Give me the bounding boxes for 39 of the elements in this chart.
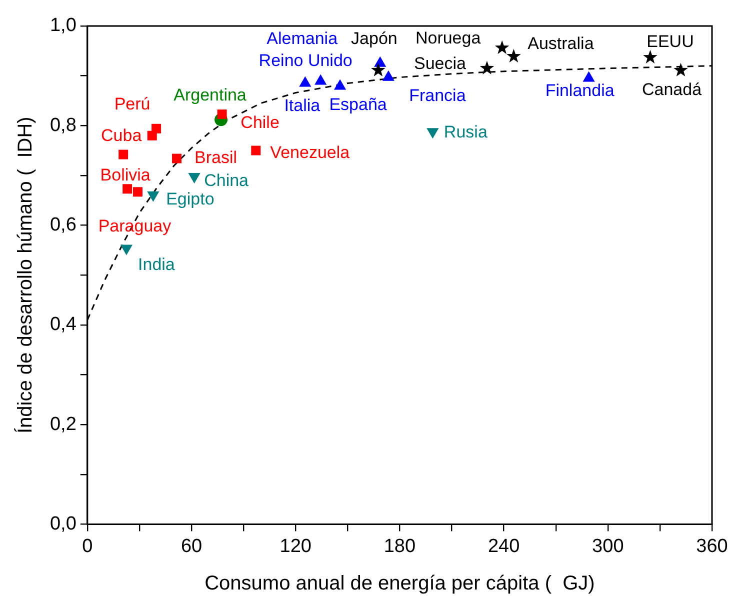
y-tick-label: 0,8 — [50, 114, 76, 136]
y-tick-label: 0,0 — [50, 513, 76, 534]
annotation: Finlandia — [545, 81, 615, 100]
annotation: Noruega — [415, 28, 482, 48]
annotation: Reino Unido — [258, 50, 352, 70]
x-axis-title: Consumo anual de energía per cápita ( GJ) — [204, 572, 595, 595]
annotation: Italia — [284, 96, 321, 115]
y-tick-label: 0,4 — [50, 314, 77, 336]
y-tick-label: 1,0 — [50, 15, 76, 36]
annotation: Chile — [240, 112, 280, 132]
annotation: Brasil — [194, 148, 238, 168]
x-tick-label: 360 — [696, 536, 728, 557]
annotation: Perú — [114, 94, 150, 114]
x-tick-label: 180 — [384, 536, 416, 557]
y-axis-title: Índice de desarrollo húmano ( IDH) — [14, 116, 37, 434]
annotation: India — [138, 254, 176, 274]
x-tick-label: 60 — [180, 536, 202, 557]
y-tick-label: 0,2 — [50, 414, 76, 435]
y-tick-label: 0,6 — [50, 214, 76, 236]
annotation: China — [204, 171, 250, 190]
x-tick-label: 120 — [280, 536, 312, 557]
annotation: España — [329, 94, 388, 114]
annotation: Alemania — [266, 29, 338, 48]
annotation: Paraguay — [98, 216, 172, 236]
annotation: Suecia — [414, 54, 467, 74]
annotation: Venezuela — [270, 143, 350, 162]
annotation: Cuba — [101, 126, 142, 146]
annotation: Egipto — [166, 190, 214, 209]
annotation: Argentina — [174, 85, 247, 104]
x-tick-label: 300 — [592, 536, 624, 557]
annotation: Francia — [409, 86, 466, 105]
x-tick-label: 0 — [82, 536, 93, 557]
annotation: Australia — [528, 34, 594, 54]
annotation: Bolivia — [100, 166, 151, 185]
x-tick-label: 240 — [488, 536, 520, 557]
annotation: EEUU — [646, 32, 694, 52]
annotation: Japón — [351, 29, 398, 48]
annotation: Rusia — [444, 122, 488, 142]
annotation: Canadá — [642, 80, 702, 100]
